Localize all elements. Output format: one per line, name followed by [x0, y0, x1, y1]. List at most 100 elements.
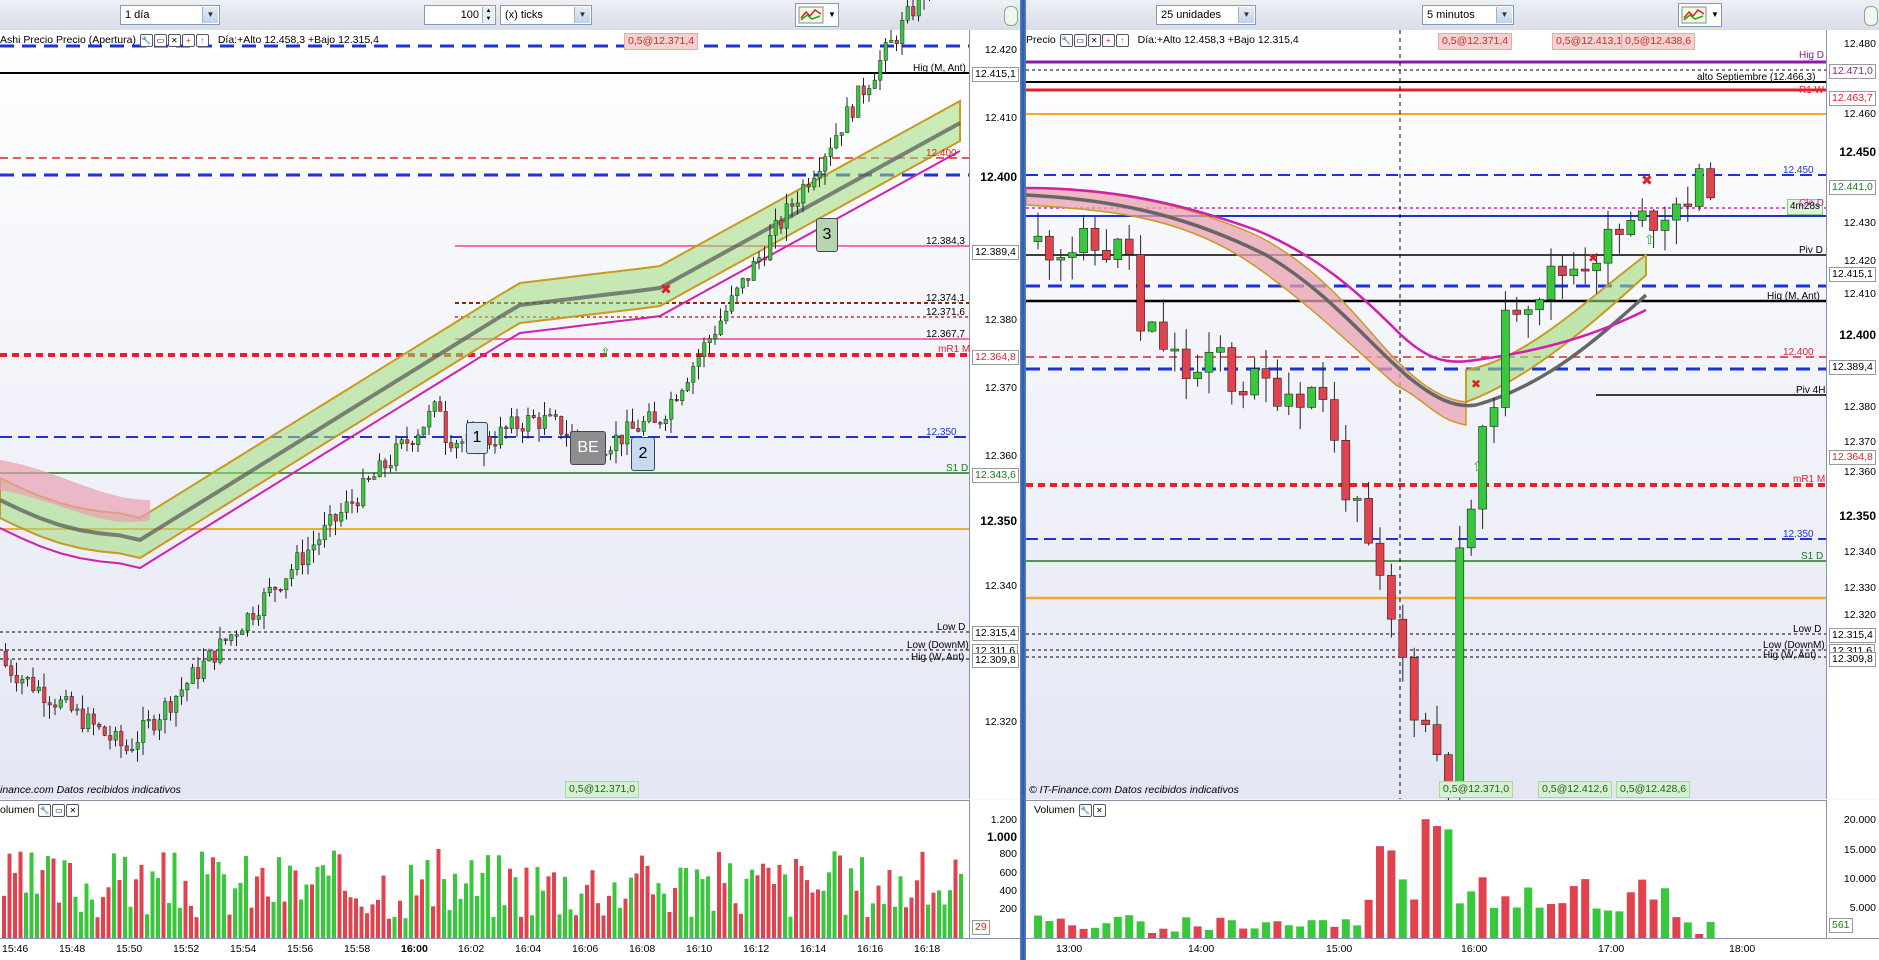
candle-body: [1478, 426, 1487, 510]
order-tag-3[interactable]: 0,5@12.438,6: [1621, 33, 1696, 50]
volume-bar: [508, 868, 512, 939]
volume-bar: [766, 867, 771, 939]
clo-d-label: Clo D: [1799, 198, 1825, 209]
volume-bar: [931, 892, 936, 939]
up-arrow-icon[interactable]: ↑: [1115, 33, 1129, 47]
candle-body: [652, 411, 657, 423]
volume-bar: [178, 907, 182, 939]
candle-body: [498, 426, 503, 445]
pane-divider[interactable]: [1020, 0, 1026, 960]
marker-3[interactable]: 3: [816, 218, 838, 252]
bottom-order-tag-3[interactable]: 0,5@12.428,6: [1616, 781, 1691, 798]
order-tag-1[interactable]: 0,5@12.371,4: [1438, 33, 1513, 50]
period-select[interactable]: 1 día ▼: [120, 5, 220, 25]
interval-select[interactable]: 5 minutos ▼: [1422, 5, 1514, 25]
window-icon[interactable]: ▭: [153, 33, 167, 47]
candle-body: [141, 720, 146, 743]
volume-bar: [1216, 917, 1225, 939]
window-icon[interactable]: ▭: [1073, 33, 1087, 47]
candle-body: [47, 702, 52, 706]
spinner-icon[interactable]: ▲ ▼: [482, 7, 494, 23]
ticks-unit-select[interactable]: (x) ticks ▼: [500, 5, 592, 25]
candle-body: [894, 39, 899, 44]
volume-bar: [79, 911, 83, 939]
settings-icon[interactable]: 🔧: [38, 803, 52, 817]
marker-be[interactable]: BE: [570, 431, 606, 465]
candle-body: [212, 650, 217, 663]
y-level-box: 12.315,4: [972, 626, 1019, 641]
settings-icon[interactable]: 🔧: [139, 33, 153, 47]
settings-icon[interactable]: 🔧: [1059, 33, 1073, 47]
chevron-down-icon[interactable]: ▼: [574, 7, 590, 23]
candle-body: [240, 630, 245, 635]
volume-bar: [227, 914, 232, 939]
volume-bar: [167, 903, 171, 939]
volume-bar: [1250, 928, 1259, 939]
candle-body: [449, 442, 454, 449]
left-price-plot[interactable]: ✖ ⇧ Hig (M, Ant) 12.400 12.384,3 12.374,1 12.…: [0, 0, 970, 799]
close-icon[interactable]: ✕: [1087, 33, 1101, 47]
chevron-down-icon[interactable]: ▼: [828, 10, 836, 19]
units-select[interactable]: 25 unidades ▼: [1156, 5, 1256, 25]
chevron-down-icon[interactable]: ▼: [202, 7, 218, 23]
volume-bar: [370, 904, 375, 939]
marker-2[interactable]: 2: [631, 437, 655, 471]
chart-type-button[interactable]: ▼: [795, 3, 839, 27]
volume-bar: [535, 867, 540, 939]
candle-body: [339, 512, 344, 522]
chart-type-icon: [798, 6, 824, 24]
add-icon[interactable]: +: [1101, 33, 1115, 47]
sell-signal-icon: ✖: [1471, 377, 1481, 391]
candle-body: [1273, 377, 1282, 407]
volume-bar: [469, 860, 474, 939]
volume-bar: [876, 885, 881, 939]
ticks-input[interactable]: 100 ▲ ▼: [424, 5, 496, 25]
settings-icon[interactable]: 🔧: [1078, 803, 1092, 817]
volume-bar: [359, 906, 364, 939]
marker-1[interactable]: 1: [466, 422, 488, 454]
volume-bar: [1535, 907, 1544, 939]
bottom-order-tag-1[interactable]: 0,5@12.371,0: [1439, 781, 1514, 798]
volume-bar: [953, 859, 958, 939]
candle-body: [823, 156, 828, 172]
candle-body: [410, 442, 415, 446]
candle-body: [229, 634, 234, 641]
volume-bar: [1227, 920, 1236, 939]
volume-bar: [524, 867, 529, 939]
candle-body: [306, 549, 311, 565]
bottom-order-tag-2[interactable]: 0,5@12.412,6: [1538, 781, 1613, 798]
close-icon[interactable]: ✕: [1092, 803, 1106, 817]
order-tag-2[interactable]: 0,5@12.413,1: [1552, 33, 1627, 50]
volume-bar: [810, 892, 815, 939]
chart-type-button[interactable]: ▼: [1678, 3, 1722, 27]
chevron-down-icon[interactable]: ▼: [1496, 7, 1512, 23]
close-icon[interactable]: ✕: [167, 33, 181, 47]
candle-body: [1455, 547, 1465, 794]
volume-bar: [123, 856, 127, 939]
close-icon[interactable]: ✕: [66, 803, 80, 817]
up-arrow-icon[interactable]: ↑: [195, 33, 209, 47]
volume-bar: [513, 877, 518, 939]
chevron-down-icon[interactable]: ▼: [1238, 7, 1254, 23]
candle-body: [350, 501, 355, 504]
right-price-plot[interactable]: ✖ ✖ ✖ ⇧ ⇧ Hig D alto Septiembre (12.466,3) R1 …: [1026, 30, 1827, 819]
add-icon[interactable]: +: [181, 33, 195, 47]
candle-body: [328, 514, 333, 526]
volume-bar: [343, 890, 347, 939]
volume-bar: [1091, 927, 1099, 939]
y-level-box: 12.471,0: [1829, 64, 1876, 79]
candle-body: [102, 726, 107, 736]
order-tag[interactable]: 0,5@12.371,4: [624, 33, 699, 50]
volume-bar: [1672, 917, 1681, 939]
right-volume-plot[interactable]: [1026, 800, 1827, 939]
volume-bar: [915, 880, 919, 939]
x-tick-label: 15:50: [116, 943, 143, 955]
left-volume-plot[interactable]: [0, 800, 970, 939]
bottom-order-tag[interactable]: 0,5@12.371,0: [565, 781, 640, 798]
candle-body: [152, 719, 157, 731]
volume-bar: [1455, 903, 1464, 939]
chevron-down-icon[interactable]: ▼: [1711, 10, 1719, 19]
candle-body: [1102, 250, 1111, 260]
window-icon[interactable]: ▭: [52, 803, 66, 817]
volume-bar: [541, 890, 545, 939]
